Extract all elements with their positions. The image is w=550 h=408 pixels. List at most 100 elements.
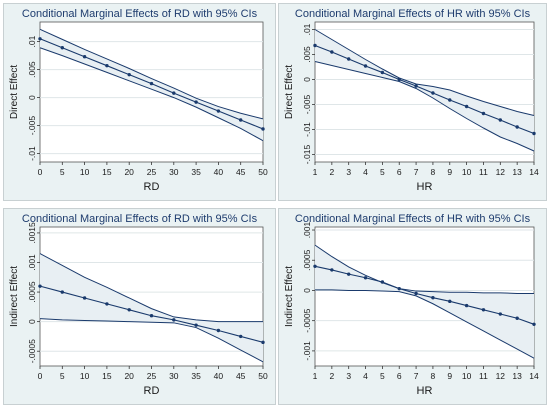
- estimate-point: [261, 340, 265, 345]
- x-tick-label: 4: [363, 371, 368, 381]
- estimate-point: [239, 334, 243, 339]
- estimate-point: [346, 57, 351, 61]
- ci-upper-line: [314, 244, 534, 294]
- x-tick-label: 11: [479, 371, 488, 381]
- chart-svg: Conditional Marginal Effects of RD with …: [9, 8, 268, 193]
- x-tick-label: 40: [214, 167, 224, 177]
- estimate-point: [38, 284, 42, 288]
- x-tick-label: 25: [147, 371, 157, 381]
- x-tick-label: 20: [124, 371, 134, 381]
- estimate-point: [105, 63, 109, 68]
- x-tick-label: 9: [447, 167, 452, 177]
- x-tick-label: 35: [191, 371, 201, 381]
- estimate-point: [149, 81, 154, 86]
- x-tick-label: 50: [258, 371, 268, 381]
- estimate-point: [380, 280, 385, 284]
- estimate-point: [363, 276, 368, 280]
- panel-rd-indirect: Conditional Marginal Effects of RD with …: [3, 208, 276, 405]
- estimate-point: [194, 100, 198, 104]
- estimate-point: [239, 118, 243, 122]
- estimate-point: [481, 111, 486, 116]
- x-tick-label: 2: [329, 371, 334, 381]
- y-tick-label: .01: [302, 23, 312, 35]
- ci-upper-line: [314, 29, 535, 116]
- chart-title: Conditional Marginal Effects of RD with …: [22, 8, 258, 20]
- estimate-point: [149, 314, 154, 318]
- chart-title: Conditional Marginal Effects of HR with …: [295, 213, 531, 225]
- estimate-point: [60, 290, 64, 294]
- x-tick-label: 10: [80, 167, 90, 177]
- y-tick-label: -.001: [302, 341, 312, 361]
- x-tick-label: 45: [236, 167, 246, 177]
- ci-upper-line: [39, 28, 264, 120]
- x-axis-label: RD: [144, 181, 160, 193]
- y-tick-label: .005: [27, 61, 37, 78]
- x-tick-label: 7: [414, 371, 419, 381]
- x-tick-label: 5: [380, 371, 385, 381]
- estimate-point: [194, 323, 198, 327]
- estimate-point: [261, 127, 265, 131]
- estimate-point: [216, 328, 221, 333]
- y-tick-label: 0: [27, 95, 37, 100]
- chart-title: Conditional Marginal Effects of RD with …: [22, 213, 258, 225]
- chart-svg: Conditional Marginal Effects of HR with …: [284, 213, 539, 397]
- estimate-point: [498, 118, 503, 122]
- estimate-point: [82, 296, 87, 300]
- y-tick-label: -.0005: [27, 339, 37, 363]
- y-tick-label: .01: [27, 35, 37, 47]
- chart-title: Conditional Marginal Effects of HR with …: [295, 8, 531, 20]
- x-tick-label: 40: [214, 371, 224, 381]
- y-tick-label: -.01: [27, 146, 37, 161]
- x-tick-label: 2: [329, 167, 334, 177]
- estimate-point: [532, 131, 536, 136]
- x-tick-label: 4: [363, 167, 368, 177]
- x-tick-label: 9: [447, 371, 452, 381]
- estimate-point: [346, 272, 351, 276]
- estimate-point: [414, 84, 418, 88]
- x-tick-label: 45: [236, 371, 246, 381]
- y-tick-label: -.0005: [302, 308, 312, 332]
- x-tick-label: 1: [313, 167, 318, 177]
- y-tick-label: .005: [302, 46, 312, 63]
- x-tick-label: 30: [169, 167, 179, 177]
- x-tick-label: 7: [414, 167, 419, 177]
- estimate-point: [481, 308, 486, 312]
- y-axis-label: Indirect Effect: [284, 266, 295, 327]
- ci-lower-line: [314, 61, 535, 152]
- ci-lower-line: [315, 289, 535, 359]
- panel-hr-indirect: Conditional Marginal Effects of HR with …: [278, 208, 547, 405]
- x-tick-label: 8: [431, 371, 436, 381]
- x-tick-label: 30: [169, 371, 179, 381]
- x-tick-label: 15: [102, 167, 112, 177]
- estimate-point: [397, 286, 401, 291]
- x-tick-label: 5: [60, 167, 65, 177]
- x-tick-label: 14: [529, 167, 539, 177]
- x-tick-label: 6: [397, 371, 402, 381]
- estimate-point: [397, 77, 401, 82]
- estimate-point: [216, 109, 221, 113]
- x-tick-label: 5: [380, 167, 385, 177]
- estimate-point: [127, 308, 131, 312]
- x-tick-label: 50: [258, 167, 268, 177]
- x-tick-label: 12: [496, 371, 506, 381]
- estimate-point: [313, 264, 317, 268]
- x-tick-label: 25: [147, 167, 157, 177]
- estimate-point: [464, 303, 469, 308]
- x-tick-label: 6: [397, 167, 402, 177]
- x-tick-label: 1: [313, 371, 318, 381]
- y-axis-label: Indirect Effect: [9, 266, 20, 327]
- x-tick-label: 10: [80, 371, 90, 381]
- x-tick-label: 11: [479, 167, 488, 177]
- estimate-point: [532, 322, 536, 326]
- y-tick-label: .0015: [27, 222, 37, 244]
- estimate-point: [515, 125, 519, 129]
- y-tick-label: -.005: [302, 95, 312, 115]
- estimate-point: [515, 316, 519, 320]
- estimate-point: [498, 312, 503, 316]
- estimate-point: [448, 98, 452, 102]
- x-axis-label: HR: [417, 385, 433, 397]
- x-tick-label: 13: [512, 167, 522, 177]
- x-tick-label: 35: [191, 167, 201, 177]
- y-tick-label: .001: [302, 221, 312, 238]
- x-tick-label: 3: [346, 167, 351, 177]
